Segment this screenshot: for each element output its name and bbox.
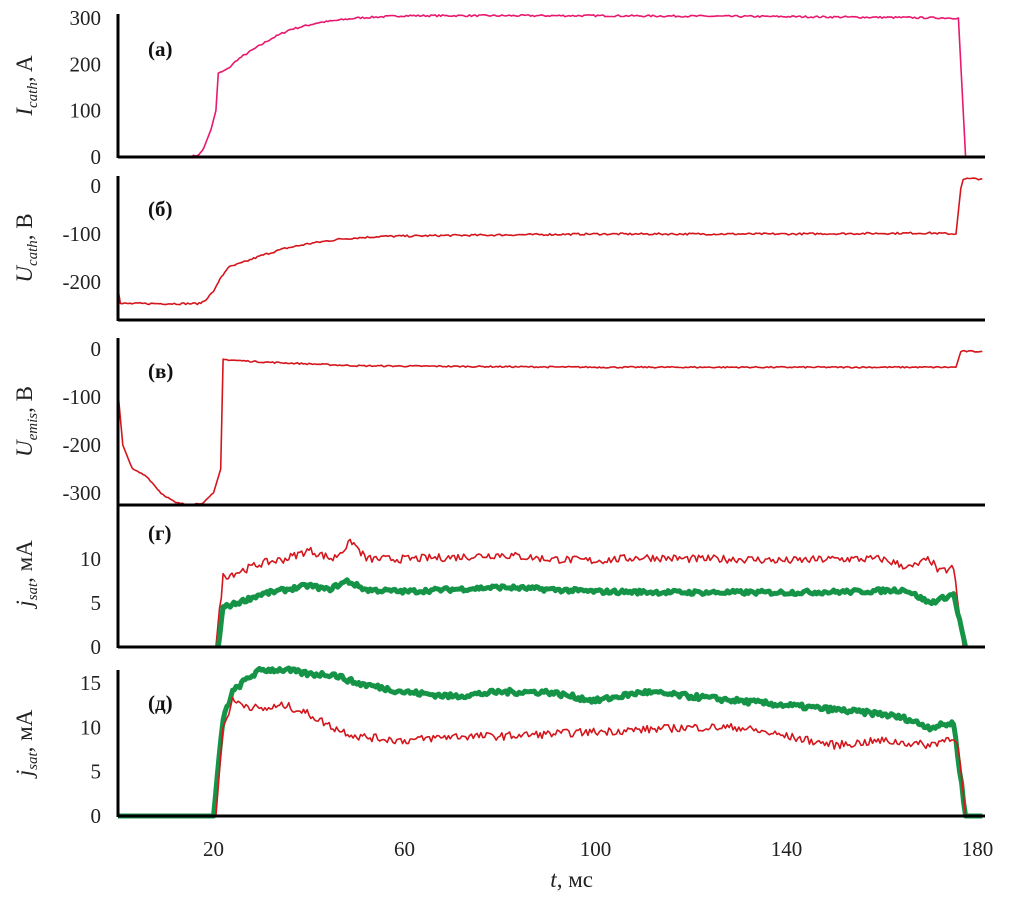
panel-2: -200 -100 0 (б) Ucath, В	[12, 174, 985, 322]
y-tick-label: 5	[91, 591, 102, 615]
y-tick-label: 0	[91, 174, 102, 198]
x-tick-label: 60	[394, 837, 415, 861]
y-tick-label: 10	[80, 715, 101, 739]
y-tick-label: 0	[91, 804, 102, 828]
y-axis-label: Ucath, В	[12, 213, 41, 282]
x-axis-label: t, мс	[550, 867, 593, 892]
y-tick-label: 0	[91, 145, 102, 169]
series-line-I_cath	[118, 14, 967, 159]
y-tick-label: -100	[63, 222, 102, 246]
y-tick-label: 200	[70, 52, 102, 76]
y-tick-label: 5	[91, 760, 102, 784]
y-tick-label: 100	[70, 99, 102, 123]
y-axis-label: Icath, A	[12, 55, 41, 117]
y-tick-label: -200	[63, 270, 102, 294]
x-tick-label: 100	[580, 837, 612, 861]
panel-label: (а)	[148, 37, 173, 61]
y-tick-label: 300	[70, 6, 102, 30]
y-tick-label: 0	[91, 337, 102, 361]
y-tick-label: 0	[91, 635, 102, 659]
panel-5: 0 5 10 15 (д) jsat, мА 20 60 100 140 180 t, мс	[12, 665, 994, 892]
panel-label: (б)	[148, 197, 173, 221]
series-line-red	[215, 538, 964, 648]
series-line-green	[215, 577, 969, 648]
y-axis-label: Uemis, В	[12, 386, 41, 457]
panel-label: (г)	[148, 521, 172, 545]
y-axis-label: jsat, мА	[12, 540, 41, 610]
y-tick-label: -300	[63, 481, 102, 505]
panel-label: (в)	[148, 359, 173, 383]
y-tick-label: -100	[63, 385, 102, 409]
panel-4: 0 5 10 (г) jsat, мА	[12, 500, 985, 659]
panel-3: -300 -200 -100 0 (в) Uemis, В	[12, 337, 985, 507]
y-axis-label: jsat, мА	[12, 709, 41, 779]
series-line-U_cath	[117, 177, 983, 306]
y-tick-label: -200	[63, 433, 102, 457]
series-line-green	[117, 665, 983, 819]
panel-1: 0 100 200 300 (а) Icath, A	[12, 6, 985, 169]
x-tick-label: 180	[962, 837, 994, 861]
y-tick-label: 10	[80, 547, 101, 571]
y-tick-label: 15	[80, 671, 101, 695]
panel-label: (д)	[148, 691, 173, 715]
x-tick-label: 140	[771, 837, 803, 861]
series-line-U_emis	[117, 349, 983, 507]
series-line-red	[118, 696, 983, 817]
x-tick-label: 20	[203, 837, 224, 861]
